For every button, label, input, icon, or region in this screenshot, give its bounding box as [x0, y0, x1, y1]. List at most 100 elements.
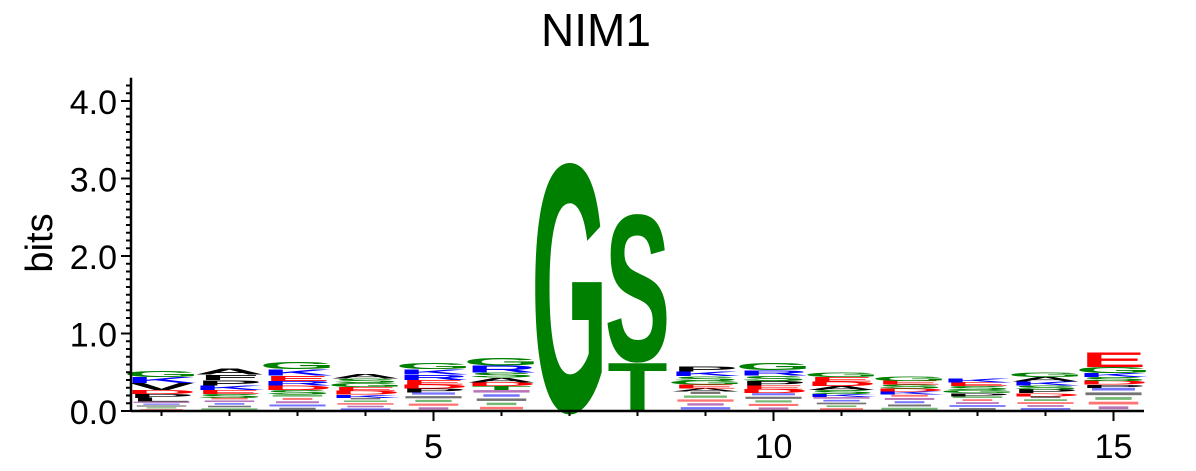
- logo-minor-letter: [486, 402, 517, 406]
- logo-minor-letter: [211, 397, 248, 400]
- logo-minor-letter: [269, 404, 326, 407]
- logo-letter-G: G: [939, 389, 1016, 394]
- logo-letter-P: P: [129, 393, 195, 399]
- logo-letter-S: S: [333, 377, 399, 384]
- logo-minor-letter: [820, 408, 863, 410]
- logo-letter-G: G: [871, 375, 948, 382]
- logo-minor-letter: [952, 396, 1003, 399]
- logo-minor-letter: [687, 403, 724, 406]
- logo-letter-S: S: [673, 375, 739, 382]
- logo-letter-K: K: [1078, 372, 1149, 378]
- y-tick-label: 0.0: [70, 394, 117, 432]
- logo-minor-letter: [881, 407, 938, 410]
- logo-minor-letter: [1085, 392, 1142, 396]
- logo-minor-letter: [344, 400, 387, 403]
- logo-letter-R: R: [466, 364, 537, 375]
- logo-letter-E: E: [197, 389, 263, 395]
- logo-letter-K: K: [262, 368, 333, 378]
- logo-letter-A: A: [806, 385, 877, 391]
- logo-letter-K: K: [126, 375, 197, 385]
- logo-minor-letter: [483, 394, 520, 397]
- logo-letter-K: K: [670, 370, 741, 377]
- logo-letter-D: D: [1078, 380, 1149, 386]
- logo-letter-S: S: [1081, 376, 1147, 382]
- logo-minor-letter: [891, 394, 928, 397]
- logo-letter-S: S: [1013, 384, 1079, 390]
- chart-title: NIM1: [541, 4, 651, 56]
- logo-minor-letter: [276, 401, 319, 404]
- logo-minor-letter: [340, 408, 391, 410]
- logo-letter-S: S: [265, 389, 331, 396]
- logo-minor-letter: [956, 402, 999, 404]
- logo-minor-letter: [136, 405, 187, 407]
- logo-minor-letter: [1024, 399, 1067, 401]
- logo-minor-letter: [755, 400, 792, 403]
- logo-minor-letter: [415, 399, 452, 403]
- logo-minor-letter: [146, 407, 177, 409]
- logo-minor-letter: [140, 409, 183, 411]
- y-tick-label: 1.0: [70, 317, 117, 355]
- logo-letter-A: A: [194, 367, 265, 377]
- y-tick-label: 4.0: [70, 84, 117, 122]
- logo-letter-G: G: [667, 380, 744, 386]
- logo-minor-letter: [1017, 402, 1074, 404]
- logo-letter-E: E: [741, 384, 807, 390]
- logo-letter-E: E: [673, 384, 739, 390]
- y-axis-label: bits: [19, 213, 61, 272]
- logo-minor-letter: [272, 394, 323, 397]
- logo-letter-K: K: [194, 384, 265, 391]
- logo-minor-letter: [473, 390, 530, 393]
- logo-minor-letter: [208, 405, 251, 408]
- logo-minor-letter: [418, 407, 449, 410]
- y-tick-label: 3.0: [70, 162, 117, 200]
- logo-minor-letter: [1092, 387, 1135, 391]
- logo-minor-letter: [201, 408, 258, 410]
- logo-minor-letter: [826, 405, 857, 408]
- logo-letter-S: S: [877, 384, 943, 390]
- logo-letter-E: E: [401, 379, 467, 386]
- logo-minor-letter: [282, 397, 313, 400]
- logo-letter-G: G: [463, 356, 540, 368]
- logo-letter-S: S: [809, 389, 875, 395]
- logo-minor-letter: [143, 403, 180, 405]
- logo-column-7: G: [531, 91, 608, 471]
- logo-letter-D: D: [1010, 392, 1081, 397]
- logo-minor-letter: [476, 398, 527, 401]
- logo-minor-letter: [748, 403, 799, 407]
- logo-letter-A: A: [670, 388, 741, 393]
- logo-letter-S: S: [741, 374, 807, 382]
- logo-letter-P: P: [945, 392, 1011, 397]
- logo-letter-S: S: [945, 385, 1011, 391]
- logo-letter-S: S: [469, 371, 535, 379]
- logo-minor-letter: [412, 392, 455, 395]
- logo-column-8: TS: [605, 171, 671, 426]
- logo-minor-letter: [949, 405, 1006, 407]
- logo-minor-letter: [816, 402, 867, 405]
- logo-letter-R: R: [262, 380, 333, 387]
- logo-letter-G: G: [327, 382, 404, 388]
- logo-letter-D: D: [806, 380, 877, 387]
- logo-letter-K: K: [942, 377, 1013, 383]
- logo-letter-D: D: [874, 388, 945, 393]
- x-axis: 5 10 15: [131, 409, 1144, 466]
- logo-minor-letter: [690, 391, 721, 394]
- y-axis: 0.0 1.0 2.0 3.0 4.0: [70, 77, 133, 432]
- logo-letter-S: S: [197, 393, 263, 399]
- logo-letter-R: R: [398, 373, 469, 381]
- logo-minor-letter: [204, 400, 255, 403]
- logo-letter-P: P: [401, 388, 467, 394]
- logo-letter-G: G: [395, 361, 472, 371]
- logo-letter-T: T: [471, 385, 531, 391]
- logo-letter-G: G: [123, 369, 200, 379]
- logo-minor-letter: [758, 407, 789, 410]
- logo-letter-K: K: [398, 368, 469, 376]
- logo-letter-E: E: [877, 380, 943, 386]
